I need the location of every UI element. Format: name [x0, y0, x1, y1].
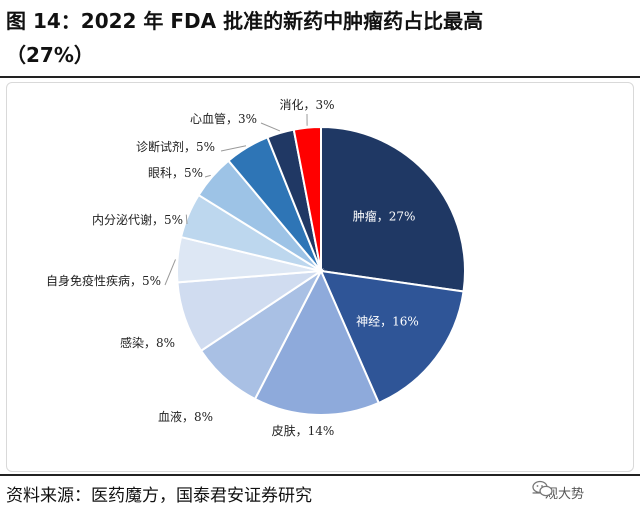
leader-line-9 [260, 122, 281, 132]
leader-line-8 [220, 145, 247, 152]
figure-title-line2: （27%） [6, 43, 94, 67]
callout-label-4: 感染，8% [120, 335, 175, 350]
pie-chart: 肿瘤，27% 神经，16% 皮肤，14% 血液，8% 感染，8% 自身免疫性疾病，5% 内分… [46, 98, 466, 438]
pie-slice-2 [253, 268, 381, 416]
callout-label-5: 自身免疫性疾病，5% [46, 273, 161, 288]
pie-slice-10 [292, 125, 322, 272]
chart-panel: 肿瘤，27% 神经，16% 皮肤，14% 血液，8% 感染，8% 自身免疫性疾病，5% 内分… [6, 82, 634, 472]
watermark: 一观大势 [532, 480, 636, 504]
leader-line-5 [164, 259, 176, 286]
callout-label-2: 皮肤，14% [272, 423, 335, 438]
slice-label-0: 肿瘤，27% [353, 208, 416, 223]
pie-slice-1 [319, 269, 465, 405]
figure-title-line1: 图 14：2022 年 FDA 批准的新药中肿瘤药占比最高 [6, 9, 484, 33]
source-divider [0, 474, 640, 476]
leader-line-6 [185, 214, 188, 225]
source-note: 资料来源：医药魔方，国泰君安证券研究 [6, 486, 312, 506]
figure-title: 图 14：2022 年 FDA 批准的新药中肿瘤药占比最高 （27%） [6, 4, 634, 72]
callout-label-6: 内分泌代谢，5% [92, 212, 183, 227]
pie-slice-0 [320, 125, 466, 293]
callout-label-10: 消化，3% [279, 98, 334, 112]
title-divider [0, 76, 640, 78]
callout-label-7: 眼科，5% [148, 166, 203, 180]
wechat-icon [532, 480, 553, 497]
slice-label-1: 神经，16% [356, 315, 419, 329]
leader-line-7 [204, 174, 211, 178]
callout-label-3: 血液，8% [158, 409, 213, 424]
callout-label-9: 心血管，3% [190, 111, 257, 126]
callout-label-8: 诊断试剂，5% [136, 139, 215, 154]
